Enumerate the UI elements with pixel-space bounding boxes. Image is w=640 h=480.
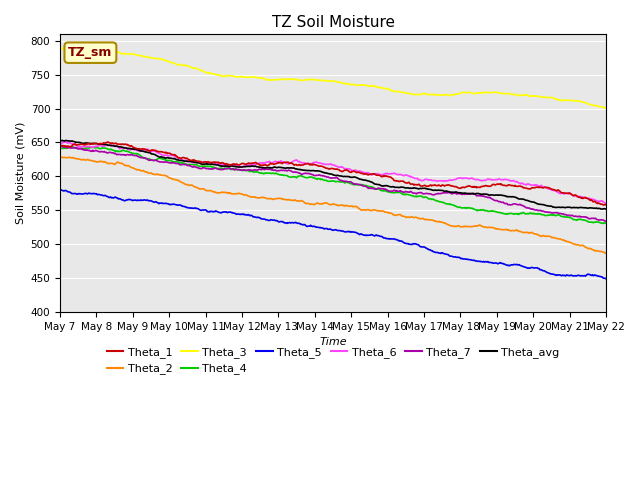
- Theta_4: [269, 170, 276, 176]
- Theta_1: [420, 182, 428, 188]
- Line: Theta_7: Theta_7: [60, 146, 606, 221]
- Theta_7: [268, 167, 276, 173]
- Theta_4: [600, 221, 607, 227]
- Theta_1: [104, 139, 111, 145]
- Theta_1: [269, 161, 276, 167]
- Theta_7: [120, 152, 128, 158]
- Theta_3: [420, 91, 428, 96]
- Theta_7: [56, 143, 64, 149]
- Theta_6: [121, 145, 129, 151]
- Theta_3: [121, 51, 129, 57]
- Text: TZ_sm: TZ_sm: [68, 46, 113, 59]
- Line: Theta_avg: Theta_avg: [60, 140, 606, 209]
- Theta_4: [248, 168, 256, 174]
- Theta_4: [68, 144, 76, 149]
- Theta_4: [121, 148, 129, 154]
- Theta_3: [60, 45, 67, 51]
- Theta_avg: [390, 184, 397, 190]
- Theta_1: [390, 177, 397, 183]
- Theta_6: [56, 141, 64, 147]
- Y-axis label: Soil Moisture (mV): Soil Moisture (mV): [15, 122, 25, 224]
- Theta_6: [420, 177, 428, 182]
- Theta_6: [61, 139, 69, 144]
- Theta_6: [248, 162, 256, 168]
- Theta_avg: [269, 165, 276, 170]
- Line: Theta_1: Theta_1: [60, 142, 606, 205]
- Theta_7: [389, 188, 397, 194]
- Theta_4: [420, 194, 428, 200]
- Theta_1: [121, 141, 129, 147]
- Theta_4: [56, 146, 64, 152]
- Theta_1: [600, 202, 607, 208]
- Theta_5: [248, 213, 256, 219]
- Theta_4: [221, 166, 229, 171]
- Theta_1: [248, 160, 256, 166]
- Theta_3: [56, 46, 64, 52]
- Theta_5: [121, 198, 129, 204]
- Theta_2: [56, 154, 64, 160]
- Line: Theta_5: Theta_5: [60, 190, 606, 279]
- Theta_5: [420, 244, 428, 250]
- Theta_2: [420, 216, 428, 222]
- Theta_6: [390, 170, 397, 176]
- Theta_avg: [221, 163, 229, 169]
- Theta_5: [269, 217, 276, 223]
- Theta_1: [602, 202, 610, 207]
- Theta_avg: [56, 138, 64, 144]
- Theta_2: [268, 196, 276, 202]
- Theta_3: [602, 106, 610, 111]
- Line: Theta_2: Theta_2: [60, 157, 606, 253]
- Theta_2: [120, 162, 128, 168]
- Line: Theta_6: Theta_6: [60, 142, 606, 204]
- Theta_4: [390, 190, 397, 195]
- Theta_6: [602, 201, 610, 206]
- Theta_3: [248, 74, 256, 80]
- Line: Theta_4: Theta_4: [60, 146, 606, 224]
- Theta_avg: [248, 163, 256, 169]
- Theta_3: [269, 77, 276, 83]
- Line: Theta_3: Theta_3: [60, 48, 606, 108]
- Theta_2: [602, 251, 610, 256]
- Theta_3: [390, 88, 397, 94]
- Theta_6: [221, 162, 229, 168]
- Theta_5: [57, 187, 65, 192]
- Theta_avg: [602, 206, 610, 212]
- Theta_2: [248, 194, 255, 200]
- Theta_avg: [420, 185, 428, 191]
- Theta_6: [602, 201, 609, 206]
- Theta_7: [248, 167, 255, 173]
- Theta_1: [56, 144, 64, 149]
- Legend: Theta_1, Theta_2, Theta_3, Theta_4, Theta_5, Theta_6, Theta_7, Theta_avg: Theta_1, Theta_2, Theta_3, Theta_4, Thet…: [102, 343, 564, 379]
- Theta_7: [420, 191, 428, 197]
- X-axis label: Time: Time: [319, 337, 347, 348]
- Title: TZ Soil Moisture: TZ Soil Moisture: [271, 15, 394, 30]
- Theta_5: [602, 276, 610, 282]
- Theta_2: [389, 212, 397, 218]
- Theta_5: [221, 209, 229, 215]
- Theta_5: [390, 236, 397, 242]
- Theta_avg: [58, 137, 66, 143]
- Theta_1: [221, 161, 229, 167]
- Theta_4: [602, 220, 610, 226]
- Theta_3: [221, 73, 229, 79]
- Theta_2: [221, 190, 228, 195]
- Theta_5: [56, 187, 64, 193]
- Theta_7: [221, 166, 228, 172]
- Theta_7: [602, 218, 610, 224]
- Theta_avg: [121, 145, 129, 151]
- Theta_6: [269, 160, 276, 166]
